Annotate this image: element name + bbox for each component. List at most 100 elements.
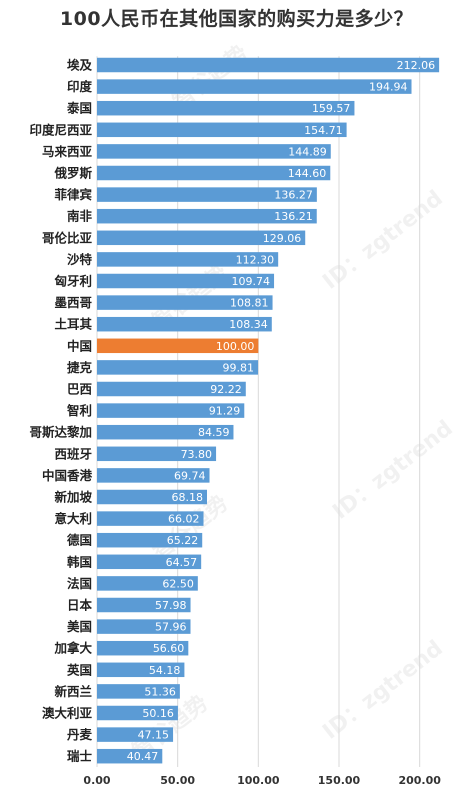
- bar: [97, 446, 217, 462]
- bar-value-label: 40.47: [127, 750, 159, 763]
- bar-value-label: 112.30: [236, 253, 275, 266]
- bar: [97, 511, 204, 526]
- category-label: 中国: [67, 338, 92, 353]
- bar-value-label: 54.18: [149, 664, 181, 677]
- bar: [97, 79, 412, 94]
- bar: [97, 295, 273, 310]
- bar-value-label: 47.15: [138, 729, 170, 742]
- category-label: 哥斯达黎加: [29, 425, 92, 440]
- category-label: 南非: [67, 209, 93, 224]
- category-label: 澳大利亚: [42, 706, 93, 721]
- category-label: 菲律宾: [54, 187, 92, 202]
- bar-value-label: 92.22: [210, 383, 242, 396]
- bar-value-label: 69.74: [174, 469, 206, 482]
- bar-layer: [97, 57, 440, 764]
- watermark-text: ID：zgtrend: [318, 186, 447, 295]
- category-label: 丹麦: [67, 727, 93, 742]
- category-label: 匈牙利: [53, 274, 92, 289]
- x-tick-label: 0.00: [83, 774, 110, 787]
- tick-layer: 0.00 50.00 100.00 150.00 200.00: [83, 774, 441, 787]
- category-label: 新加坡: [54, 490, 92, 505]
- category-label: 马来西亚: [42, 144, 93, 159]
- category-label: 墨西哥: [54, 295, 92, 310]
- category-label: 德国: [67, 533, 92, 548]
- bar: [97, 576, 198, 591]
- bar-value-label: 51.36: [144, 685, 176, 698]
- category-label: 意大利: [54, 511, 92, 526]
- bar: [97, 403, 245, 418]
- bar-value-label: 136.21: [274, 210, 313, 223]
- bar: [97, 554, 202, 570]
- bar-value-label: 91.29: [209, 405, 241, 418]
- bar-value-label: 73.80: [181, 448, 213, 461]
- bar-value-label: 154.71: [304, 124, 343, 137]
- bar: [97, 424, 234, 440]
- bar: [97, 122, 347, 138]
- category-label: 美国: [67, 619, 92, 634]
- category-label: 瑞士: [67, 749, 93, 764]
- bar-value-label: 99.81: [223, 361, 255, 374]
- category-label: 中国香港: [42, 468, 93, 483]
- bar: [97, 705, 178, 721]
- bar-value-label: 212.06: [397, 59, 436, 72]
- bar-value-label: 66.02: [168, 513, 200, 526]
- category-label: 英国: [67, 662, 92, 677]
- category-label: 沙特: [67, 252, 93, 267]
- bar: [97, 252, 279, 267]
- bar-value-label: 100.00: [216, 340, 255, 353]
- bar: [97, 208, 317, 224]
- bar-value-label: 108.34: [229, 318, 268, 331]
- category-label: 捷克: [67, 360, 93, 375]
- bar: [97, 273, 275, 289]
- bar: [97, 727, 174, 742]
- bar: [97, 187, 317, 202]
- bar-value-label: 194.94: [369, 81, 408, 94]
- category-label: 俄罗斯: [53, 166, 92, 181]
- bar: [97, 230, 306, 246]
- bar-value-label: 68.18: [171, 491, 203, 504]
- bar-value-label: 50.16: [142, 707, 174, 720]
- bar-value-label: 65.22: [167, 534, 199, 547]
- category-label: 巴西: [67, 382, 92, 397]
- category-label: 土耳其: [54, 317, 92, 332]
- bar: [97, 619, 191, 634]
- bar: [97, 468, 210, 483]
- bar-value-label: 144.60: [288, 167, 327, 180]
- bar-value-label: 159.57: [312, 102, 351, 115]
- bar-value-label: 84.59: [198, 426, 230, 439]
- category-label: 埃及: [67, 58, 93, 73]
- bar-value-label: 109.74: [232, 275, 271, 288]
- watermark-text: ID：zgtrend: [318, 636, 447, 745]
- bar: [97, 489, 207, 505]
- bar: [97, 662, 185, 678]
- bar-value-label: 108.81: [230, 297, 269, 310]
- bar-value-label: 136.27: [274, 189, 313, 202]
- chart-title: 100人民币在其他国家的购买力是多少？: [59, 8, 414, 30]
- bar: [97, 100, 355, 116]
- bar-value-label: 62.50: [162, 577, 194, 590]
- x-tick-label: 50.00: [160, 774, 195, 787]
- bar: [97, 748, 163, 764]
- bar: [97, 597, 191, 613]
- bar: [97, 165, 331, 181]
- x-tick-label: 100.00: [237, 774, 280, 787]
- bar: [97, 381, 246, 397]
- bar: [97, 144, 331, 159]
- watermark-text: ID：zgtrend: [328, 416, 457, 525]
- bar-value-label: 56.60: [153, 642, 185, 655]
- category-label: 西班牙: [54, 446, 92, 461]
- category-label: 印度尼西亚: [29, 122, 92, 137]
- x-tick-label: 150.00: [318, 774, 361, 787]
- category-label: 日本: [67, 598, 93, 613]
- category-label: 智利: [66, 403, 92, 418]
- category-label: 加拿大: [53, 641, 92, 656]
- bar: [97, 338, 259, 354]
- bar: [97, 684, 180, 699]
- category-label: 泰国: [66, 101, 92, 116]
- bar: [97, 532, 203, 548]
- bar: [97, 316, 272, 332]
- bar-value-label: 144.89: [288, 145, 327, 158]
- bar: [97, 360, 259, 375]
- category-label: 法国: [67, 576, 92, 591]
- category-label: 新西兰: [54, 684, 92, 699]
